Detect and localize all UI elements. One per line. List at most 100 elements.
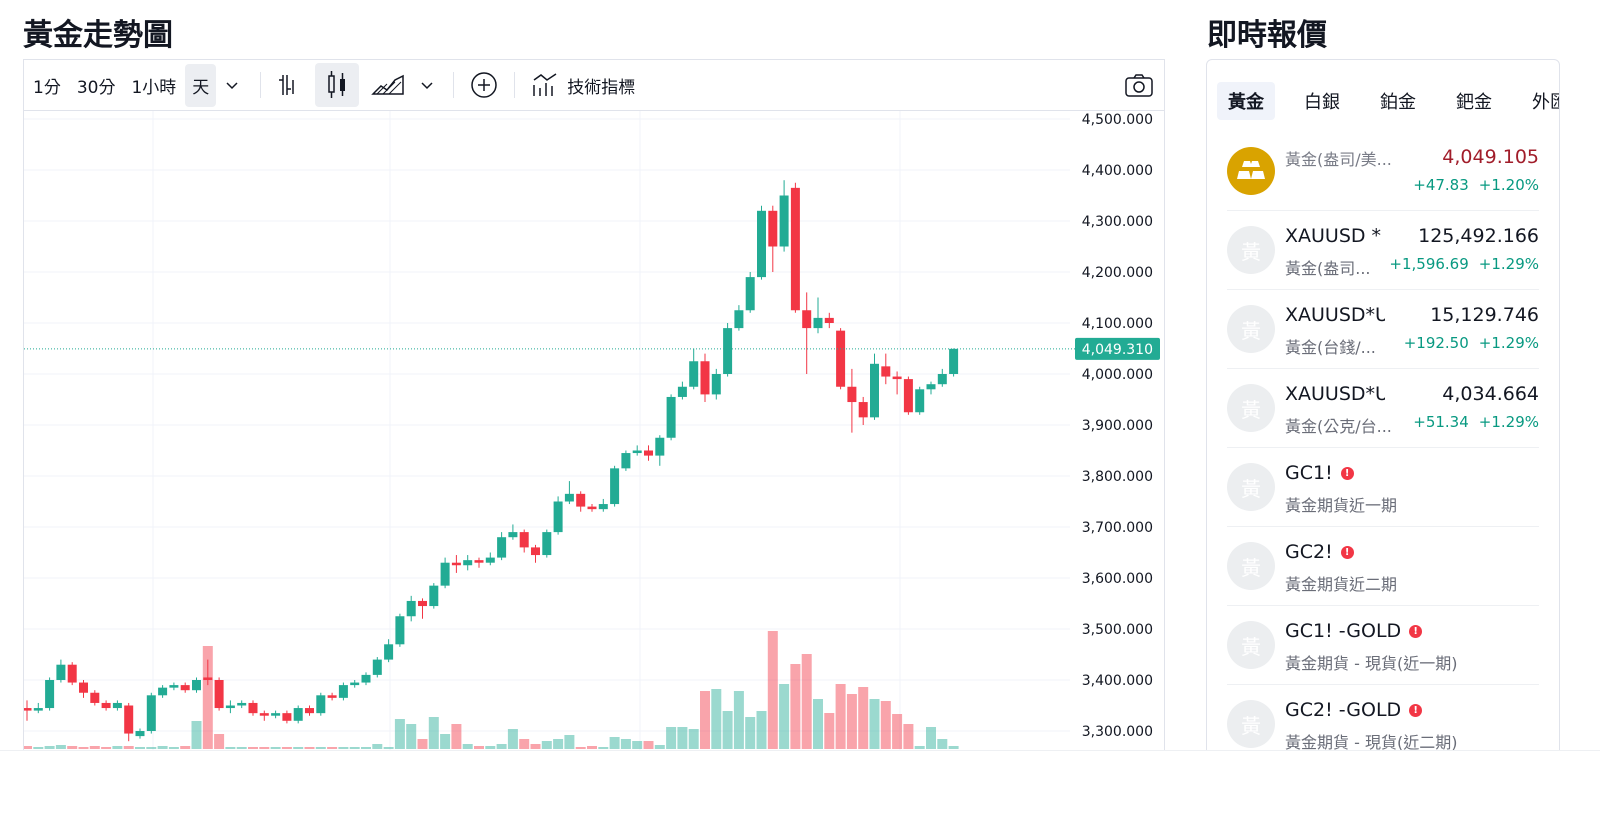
candle-body (56, 664, 66, 680)
volume-bar (790, 664, 801, 749)
candle-body (406, 600, 416, 617)
quote-name: GC1! -GOLD! (1285, 620, 1423, 642)
quote-tab[interactable]: 鉑金 (1380, 92, 1416, 113)
interval-button[interactable]: 30分 (76, 77, 116, 98)
volume-bar (598, 747, 609, 749)
interval-menu[interactable] (222, 75, 242, 95)
candle-body (531, 547, 540, 556)
change-value: +51.34 (1413, 413, 1469, 431)
indicators-button[interactable]: 技術指標 (567, 77, 636, 98)
volume-bar (711, 689, 722, 749)
page-title: 黃金走勢圖 (23, 18, 173, 53)
quote-tab[interactable]: 黃金 (1217, 82, 1275, 120)
candle-body (395, 616, 405, 645)
volume-bar (858, 687, 869, 749)
volume-bar (767, 631, 778, 749)
candle-style[interactable] (315, 63, 360, 107)
quote-tab[interactable]: 鈀金 (1456, 92, 1492, 113)
volume-bar (406, 724, 417, 749)
y-tick-label: 4,400.000 (1082, 163, 1153, 179)
quote-name: GC2!! (1285, 541, 1354, 563)
quote-change: +47.83 +1.20% (1413, 176, 1539, 194)
volume-bar (293, 747, 304, 749)
volume-bar (700, 691, 710, 749)
candle-body (655, 437, 665, 456)
candle-body (338, 685, 348, 698)
interval-button[interactable]: 天 (185, 63, 217, 107)
quote-row[interactable]: 黃 XAUUSD * 黃金(盎司... 125,492.166 +1,596.69 +1.… (1227, 211, 1539, 290)
candle-body (327, 695, 337, 698)
indicators-icon[interactable] (531, 71, 559, 99)
candle-body (542, 532, 552, 556)
candle-body (858, 402, 868, 418)
volume-bar (485, 746, 496, 749)
quote-tab[interactable]: 外匯 (1532, 92, 1559, 113)
quote-name: GC2! -GOLD! (1285, 699, 1423, 721)
volume-bar (779, 684, 790, 749)
quote-row[interactable]: 黃 XAUUSD*USI 黃金(公克/台... 4,034.664 +51.34 +1.2… (1227, 369, 1539, 448)
change-percent: +1.29% (1478, 255, 1539, 273)
candle-body (790, 187, 800, 311)
quote-name: XAUUSD*USI (1285, 383, 1385, 405)
volume-bar (157, 746, 168, 749)
candles (24, 180, 959, 742)
quote-row[interactable]: 黃 XAUUSD*US 黃金(台錢/... 15,129.746 +192.50 +1.2… (1227, 290, 1539, 369)
quote-row[interactable]: 黃金(盎司/美... 4,049.105 +47.83 +1.20% (1227, 132, 1539, 211)
candle-body (734, 310, 744, 329)
quote-row[interactable]: 黃 GC1!! 黃金期貨近一期 (1227, 448, 1539, 527)
last-price-tag (1075, 337, 1160, 360)
candle-body (937, 374, 947, 385)
intervals: 1分 30分 1小時天 (26, 63, 218, 107)
volume-bar (24, 746, 32, 749)
separator (514, 72, 516, 98)
page-bottom (0, 750, 1600, 834)
quote-name: 黃金(盎司/美... (1285, 150, 1392, 169)
y-tick-label: 3,600.000 (1082, 571, 1153, 587)
quote-symbol: XAUUSD * (1285, 225, 1382, 247)
volume-bar (880, 701, 891, 749)
volume-bar (202, 646, 213, 749)
quote-row[interactable]: 黃 GC2! -GOLD! 黃金期貨 - 現貨(近二期) (1227, 685, 1539, 758)
volume-bar (914, 746, 925, 749)
interval-button[interactable]: 1分 (33, 77, 61, 98)
bar-style[interactable] (275, 72, 301, 98)
candle-body (237, 702, 247, 706)
compare-button[interactable] (470, 71, 498, 99)
quote-name: XAUUSD * (1285, 225, 1385, 247)
candle-body (124, 705, 134, 734)
volume-bar (756, 711, 767, 749)
volume-bar (123, 746, 134, 749)
volume-bar (33, 747, 44, 749)
quote-row[interactable]: 黃 GC1! -GOLD! 黃金期貨 - 現貨(近一期) (1227, 606, 1539, 685)
candle-body (67, 664, 77, 683)
volume-bar (101, 747, 112, 749)
volume-bar (394, 719, 405, 749)
candle-body (768, 210, 778, 247)
volume-bar (824, 713, 835, 749)
candle-body (429, 585, 439, 607)
volume-bar (304, 747, 315, 749)
volume-bar (733, 691, 744, 749)
candle-body (214, 680, 224, 709)
quote-row[interactable]: 黃 GC2!! 黃金期貨近二期 (1227, 527, 1539, 606)
quote-tab[interactable]: 白銀 (1304, 92, 1340, 113)
candle-body (587, 506, 597, 510)
volume-bar (632, 741, 643, 749)
volume-bar (451, 724, 462, 749)
candle-body (440, 562, 450, 586)
y-tick-label: 4,200.000 (1082, 265, 1153, 281)
volume-bar (78, 747, 89, 749)
screenshot-button[interactable] (1124, 72, 1154, 98)
quote-change: +51.34 +1.29% (1413, 413, 1539, 431)
alert-icon: ! (1409, 625, 1423, 638)
interval-button[interactable]: 1小時 (131, 77, 177, 98)
candle-body (203, 677, 213, 680)
area-style[interactable] (371, 72, 407, 98)
volume-bar (654, 745, 665, 749)
quote-icon: 黃 (1227, 700, 1275, 748)
candle-body (632, 450, 642, 454)
candle-body (836, 330, 846, 387)
volume-bar (474, 746, 484, 749)
style-menu[interactable] (417, 75, 437, 95)
volume-bar (180, 746, 191, 749)
